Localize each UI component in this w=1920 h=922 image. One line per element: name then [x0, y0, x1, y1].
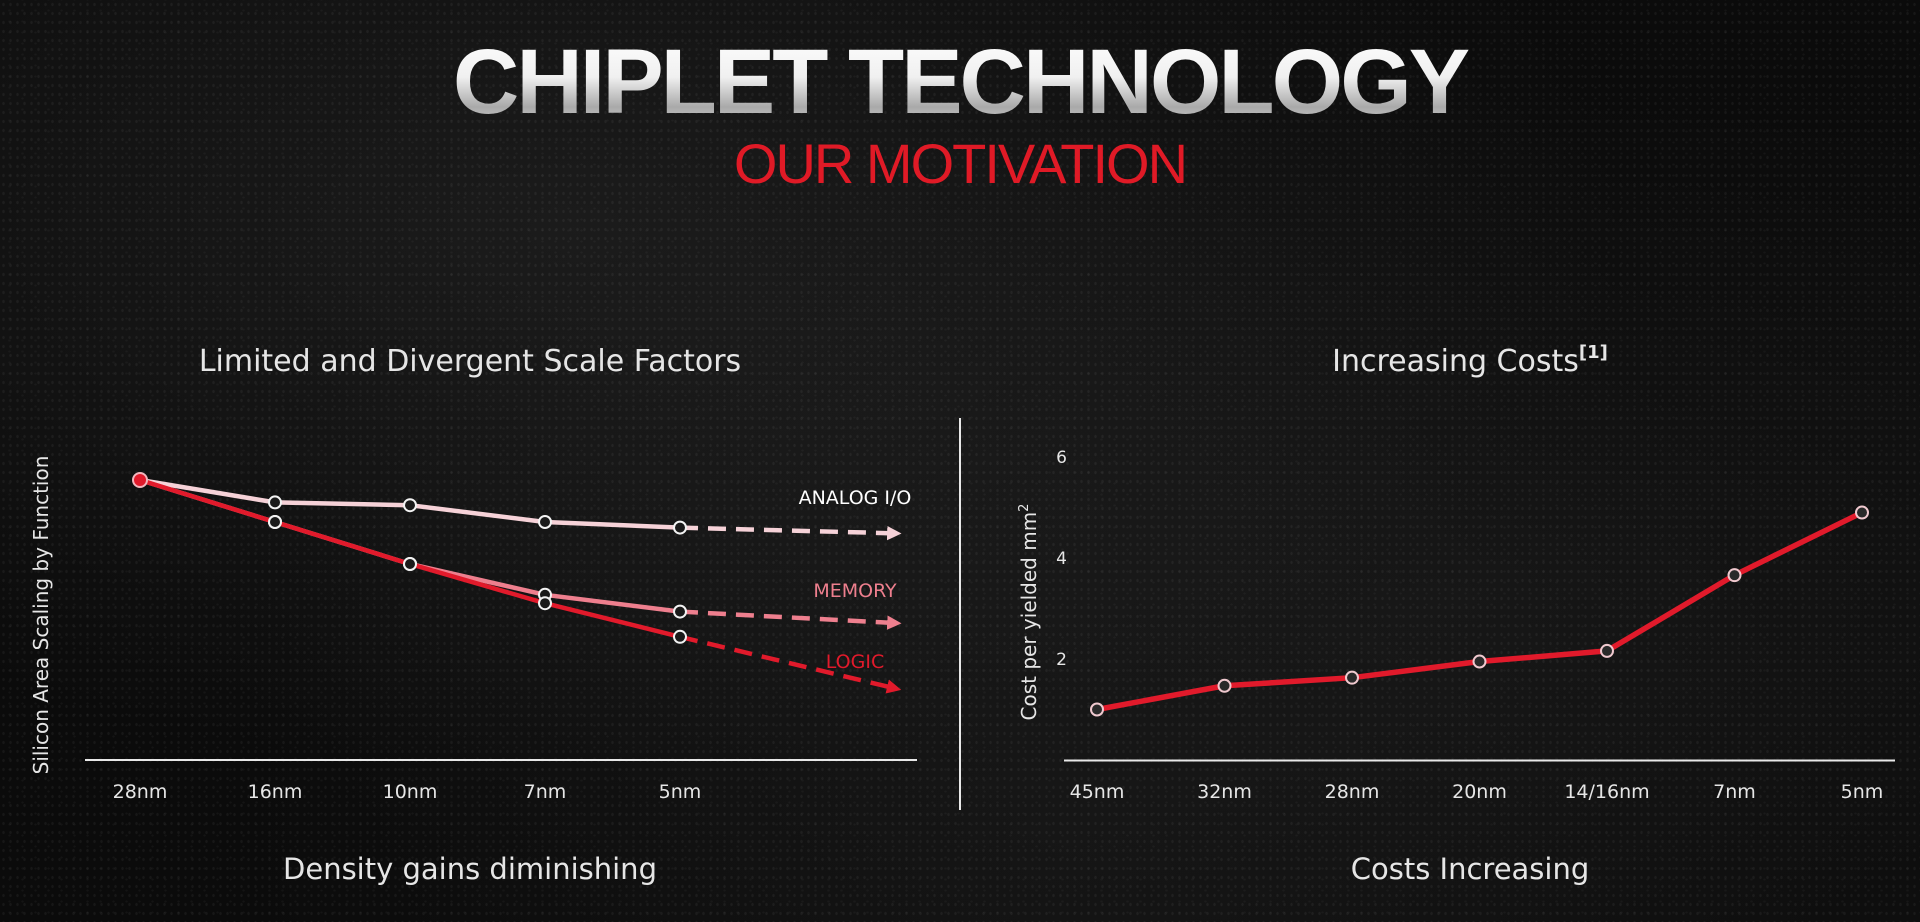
- series-label-memory: MEMORY: [813, 580, 897, 602]
- data-point-cost-45nm: [1090, 702, 1104, 717]
- series-cost: [1090, 505, 1869, 717]
- slide-title: CHIPLET TECHNOLOGY: [0, 32, 1920, 132]
- x-tick-label-32nm: 32nm: [1197, 781, 1252, 803]
- right-chart-x-caption: Costs Increasing: [1350, 852, 1590, 886]
- data-point-logic-10nm: [403, 557, 417, 571]
- series-line-cost: [1094, 509, 1865, 713]
- right-chart-title-footnote: [1]: [1578, 342, 1608, 363]
- x-tick-label-20nm: 20nm: [1452, 781, 1507, 803]
- data-point-origin-28nm: [132, 472, 148, 488]
- y-axis-label-text: Cost per yielded mm: [1017, 512, 1041, 721]
- x-tick-label-45nm: 45nm: [1070, 781, 1125, 803]
- y-tick-label-2: 2: [1056, 650, 1067, 670]
- y-axis-label-superscript: 2: [1017, 504, 1032, 512]
- data-point-cost-20nm: [1472, 654, 1487, 669]
- left-chart-title: Limited and Divergent Scale Factors: [110, 344, 830, 379]
- series-logic: LOGIC: [137, 477, 902, 694]
- data-point-analog-i-o-5nm: [673, 520, 687, 535]
- data-point-memory-5nm: [673, 604, 687, 619]
- left-chart-title-text: Limited and Divergent Scale Factors: [198, 344, 742, 379]
- data-point-cost-7nm: [1727, 568, 1742, 583]
- series-memory: MEMORY: [137, 477, 902, 630]
- left-chart-x-caption: Density gains diminishing: [283, 852, 657, 886]
- x-tick-label-16nm: 16nm: [248, 781, 303, 803]
- data-point-analog-i-o-16nm: [268, 495, 282, 510]
- x-tick-label-5nm: 5nm: [659, 781, 702, 803]
- y-axis-label: Silicon Area Scaling by Function: [29, 456, 53, 775]
- x-tick-label-10nm: 10nm: [383, 781, 438, 803]
- data-point-cost-14-16nm: [1600, 643, 1614, 658]
- slide-subtitle: OUR MOTIVATION: [733, 132, 1188, 195]
- x-tick-label-5nm: 5nm: [1841, 781, 1884, 803]
- scale-factors-chart: Silicon Area Scaling by Function 28nm 16nm…: [29, 456, 917, 803]
- data-point-analog-i-o-7nm: [538, 515, 552, 529]
- data-point-cost-5nm: [1855, 505, 1869, 520]
- y-axis-label: Cost per yielded mm2: [1017, 504, 1041, 721]
- x-tick-label-14-16nm: 14/16nm: [1564, 781, 1649, 803]
- projection-arrow-logic: [679, 634, 902, 694]
- data-point-cost-32nm: [1217, 678, 1232, 693]
- data-point-cost-28nm: [1345, 670, 1359, 685]
- x-tick-label-7nm: 7nm: [524, 781, 567, 803]
- x-tick-label-28nm: 28nm: [1325, 781, 1380, 803]
- x-tick-label-7nm: 7nm: [1713, 781, 1756, 803]
- data-point-logic-7nm: [538, 596, 552, 611]
- right-chart-title: Increasing Costs[1]: [1140, 342, 1800, 379]
- chart-divider: [959, 418, 961, 810]
- x-tick-label-28nm: 28nm: [113, 781, 168, 803]
- series-label-analog-i-o: ANALOG I/O: [799, 487, 912, 509]
- series-label-logic: LOGIC: [826, 651, 884, 673]
- data-point-analog-i-o-10nm: [403, 498, 417, 513]
- data-point-logic-5nm: [673, 629, 687, 644]
- right-chart-title-text: Increasing Costs: [1332, 344, 1579, 379]
- projection-arrow-analog-i-o: [679, 525, 902, 541]
- y-tick-label-4: 4: [1056, 549, 1067, 569]
- series-analog-i-o: ANALOG I/O: [137, 477, 912, 541]
- data-point-logic-16nm: [268, 515, 282, 529]
- y-tick-label-6: 6: [1056, 448, 1067, 468]
- projection-arrow-memory: [679, 609, 902, 630]
